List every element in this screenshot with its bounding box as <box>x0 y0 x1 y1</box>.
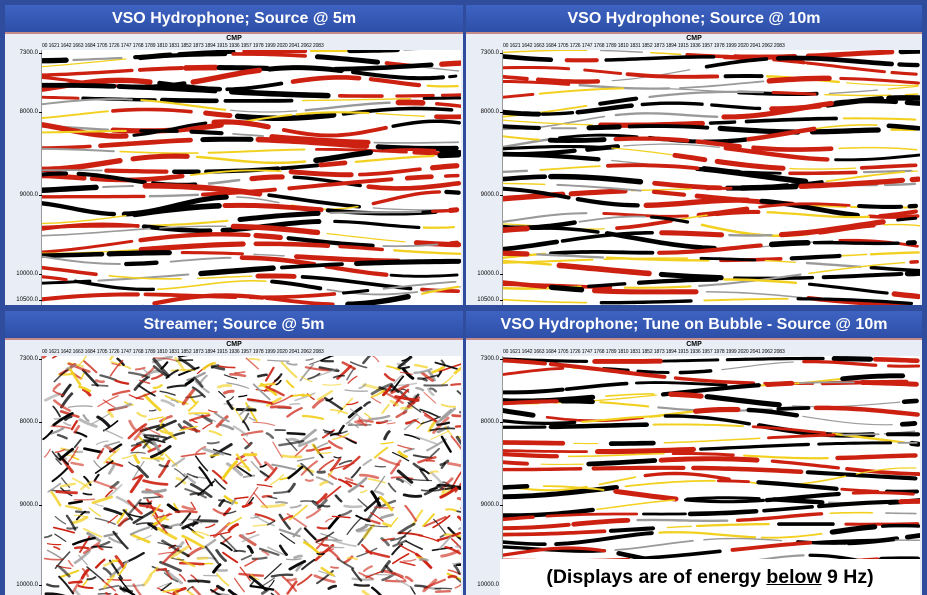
seismic-section <box>42 356 461 595</box>
depth-tick: 9000.0 <box>480 502 504 508</box>
note-emphasis: below <box>766 566 822 588</box>
note-suffix: 9 Hz) <box>821 566 874 588</box>
cmp-axis-label: CMP <box>226 341 242 348</box>
panel-title: VSO Hydrophone; Tune on Bubble - Source … <box>466 311 922 340</box>
panel-vso-10m: VSO Hydrophone; Source @ 10m CMP 00 1621… <box>466 5 922 305</box>
depth-tick: 10000.0 <box>16 271 42 277</box>
depth-tick: 9000.0 <box>19 192 43 198</box>
cmp-tick-labels: 00 1621 1642 1663 1684 1705 1726 1747 17… <box>503 43 785 49</box>
depth-axis: 7300.0 8000.0 9000.0 10000.0 10500.0 <box>466 50 504 305</box>
depth-axis: 7300.0 8000.0 9000.0 10000.0 10500.0 <box>5 50 43 305</box>
frequency-note: (Displays are of energy below 9 Hz) <box>500 559 920 595</box>
seismic-section <box>42 50 461 305</box>
panel-vso-bubble-10m: VSO Hydrophone; Tune on Bubble - Source … <box>466 311 922 595</box>
seismic-section <box>503 50 920 305</box>
depth-tick: 8000.0 <box>19 109 43 115</box>
cmp-axis-label: CMP <box>686 35 702 42</box>
depth-tick: 7300.0 <box>480 356 504 362</box>
panel-streamer-5m: Streamer; Source @ 5m CMP 00 1621 1642 1… <box>5 311 463 595</box>
depth-tick: 10500.0 <box>477 297 503 303</box>
depth-tick: 8000.0 <box>480 109 504 115</box>
cmp-tick-labels: 00 1621 1642 1663 1684 1705 1726 1747 17… <box>42 43 324 49</box>
depth-tick: 9000.0 <box>480 192 504 198</box>
depth-axis: 7300.0 8000.0 9000.0 10000.0 <box>5 356 43 595</box>
depth-axis: 7300.0 8000.0 9000.0 10000.0 <box>466 356 504 595</box>
panel-title: VSO Hydrophone; Source @ 5m <box>5 5 463 34</box>
plot-frame: CMP 00 1621 1642 1663 1684 1705 1726 174… <box>5 34 463 305</box>
depth-tick: 7300.0 <box>480 50 504 56</box>
depth-tick: 8000.0 <box>480 419 504 425</box>
depth-tick: 10500.0 <box>16 297 42 303</box>
panel-title: VSO Hydrophone; Source @ 10m <box>466 5 922 34</box>
cmp-tick-labels: 00 1621 1642 1663 1684 1705 1726 1747 17… <box>503 349 785 355</box>
panel-title: Streamer; Source @ 5m <box>5 311 463 340</box>
depth-tick: 8000.0 <box>19 419 43 425</box>
cmp-tick-labels: 00 1621 1642 1663 1684 1705 1726 1747 17… <box>42 349 324 355</box>
plot-frame: CMP 00 1621 1642 1663 1684 1705 1726 174… <box>466 340 922 595</box>
depth-tick: 10000.0 <box>16 582 42 588</box>
depth-tick: 7300.0 <box>19 50 43 56</box>
depth-tick: 10000.0 <box>477 271 503 277</box>
plot-frame: CMP 00 1621 1642 1663 1684 1705 1726 174… <box>466 34 922 305</box>
panel-vso-5m: VSO Hydrophone; Source @ 5m CMP 00 1621 … <box>5 5 463 305</box>
depth-tick: 10000.0 <box>477 582 503 588</box>
depth-tick: 9000.0 <box>19 502 43 508</box>
note-prefix: (Displays are of energy <box>546 566 767 588</box>
cmp-axis-label: CMP <box>226 35 242 42</box>
plot-frame: CMP 00 1621 1642 1663 1684 1705 1726 174… <box>5 340 463 595</box>
cmp-axis-label: CMP <box>686 341 702 348</box>
depth-tick: 7300.0 <box>19 356 43 362</box>
